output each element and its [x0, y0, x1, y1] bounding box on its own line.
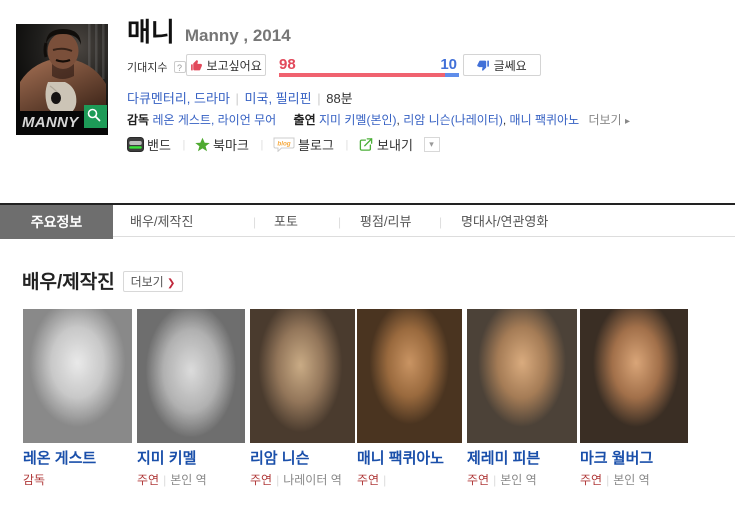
svg-text:blog: blog [277, 140, 290, 147]
svg-text:MANNY: MANNY [22, 114, 80, 131]
